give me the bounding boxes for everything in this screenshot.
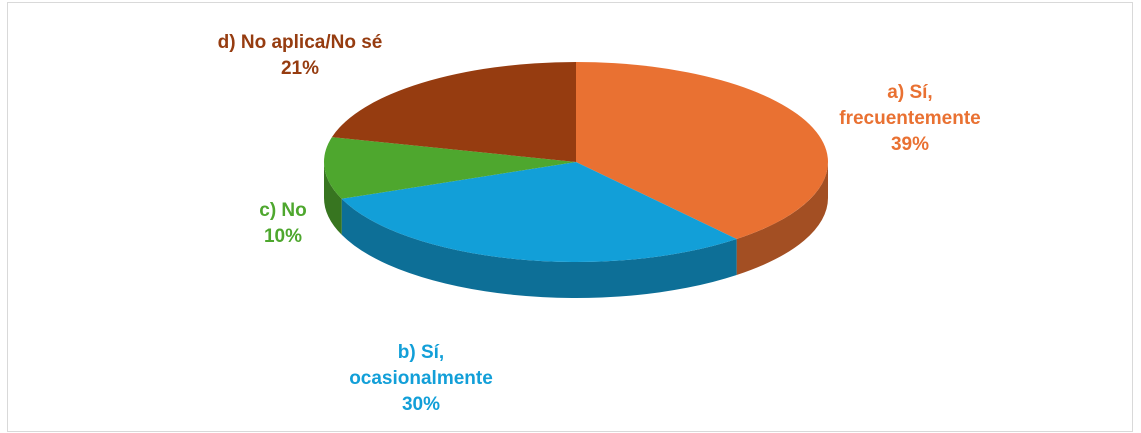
- data-label: d) No aplica/No sé 21%: [140, 30, 460, 82]
- slice: [331, 62, 576, 162]
- slice-side: [341, 198, 737, 298]
- slice: [576, 62, 828, 240]
- value-label: 39%: [890, 134, 930, 155]
- category-label: c) No: [259, 200, 307, 221]
- value-label: 30%: [401, 394, 441, 415]
- chart-frame: [7, 2, 1133, 432]
- slice-side: [324, 162, 342, 235]
- slice: [324, 137, 576, 199]
- category-label: b) Sí, ocasionalmente: [349, 342, 493, 389]
- category-label: a) Sí, frecuentemente: [839, 82, 981, 129]
- value-label: 10%: [263, 226, 303, 247]
- slice-side: [736, 162, 828, 276]
- slice: [341, 162, 737, 263]
- data-label: a) Sí, frecuentemente 39%: [825, 80, 995, 158]
- data-label: b) Sí, ocasionalmente 30%: [331, 340, 511, 418]
- category-label: d) No aplica/No sé: [217, 32, 383, 53]
- data-label: c) No 10%: [238, 198, 328, 250]
- value-label: 21%: [280, 58, 320, 79]
